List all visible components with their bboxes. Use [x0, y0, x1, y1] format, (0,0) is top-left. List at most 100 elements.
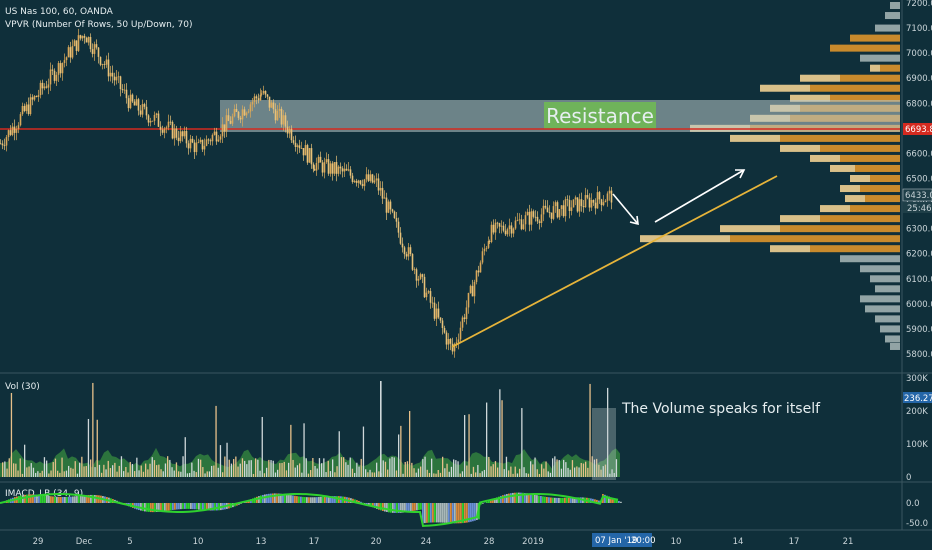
macd-histogram: [0, 492, 622, 527]
volume-bar: [142, 471, 145, 477]
volume-bar: [8, 458, 10, 477]
macd-bar: [534, 494, 536, 503]
volume-bar: [387, 469, 389, 477]
vpvr-bar-down: [760, 84, 810, 92]
candle-body: [103, 63, 106, 65]
candle-body: [286, 126, 289, 134]
volume-tick: 100K: [906, 440, 928, 450]
volume-bar: [109, 468, 112, 477]
candle-body: [528, 211, 531, 225]
candle-body: [171, 122, 174, 139]
candle-body: [325, 159, 328, 163]
candle-body: [562, 205, 565, 217]
macd-bar: [604, 494, 606, 503]
volume-bar: [367, 472, 369, 477]
candle-body: [266, 94, 269, 97]
candle-body: [167, 121, 170, 128]
macd-bar: [356, 500, 358, 503]
vpvr-bar-up: [850, 205, 900, 213]
volume-bar: [409, 410, 411, 477]
vpvr-bar: [885, 12, 900, 20]
macd-bar: [480, 503, 482, 505]
macd-bar: [296, 496, 298, 503]
macd-bar: [454, 503, 456, 524]
volume-bar: [307, 473, 310, 477]
macd-bar: [412, 503, 414, 512]
candle-body: [337, 166, 340, 174]
vpvr-bar: [870, 275, 900, 283]
candle-body: [237, 111, 240, 118]
candle-body: [91, 49, 94, 54]
macd-bar: [206, 503, 208, 511]
candle-body: [540, 214, 543, 223]
candle-body: [29, 97, 32, 115]
volume-bar: [193, 470, 195, 477]
candle-body: [191, 138, 194, 143]
volume-bar: [459, 473, 461, 477]
candle-body: [243, 109, 246, 116]
volume-bar: [404, 462, 406, 477]
volume-bar: [184, 437, 186, 477]
candle-body: [304, 145, 307, 156]
volume-bar: [37, 471, 39, 477]
volume-bar: [272, 460, 274, 477]
candle-body: [95, 44, 98, 48]
macd-bar: [546, 496, 548, 503]
macd-bar: [84, 495, 86, 503]
macd-bar: [82, 495, 84, 503]
macd-bar: [174, 503, 176, 510]
volume-bar: [565, 462, 567, 477]
price-tick: 6500.0: [906, 175, 932, 185]
volume-bar: [314, 465, 316, 477]
macd-bar: [86, 495, 88, 503]
volume-axis[interactable]: 300K 200K 100K 0: [906, 374, 928, 483]
candle-body: [0, 143, 2, 145]
volume-bar: [270, 460, 272, 477]
candle-body: [520, 219, 523, 230]
candle-body: [381, 187, 384, 199]
volume-bar: [2, 462, 4, 477]
price-axis[interactable]: 7200.07100.07000.06900.06800.06700.06600…: [906, 0, 932, 360]
macd-bar: [428, 503, 430, 523]
candle-body: [241, 109, 244, 120]
volume-bar: [74, 461, 76, 477]
macd-bar: [80, 495, 82, 503]
countdown-tag-text: 25:46: [907, 204, 932, 214]
candle-body: [409, 247, 412, 255]
time-tick: 10: [671, 537, 682, 547]
volume-tick: 200K: [906, 407, 928, 417]
candle-body: [490, 224, 493, 242]
volume-bar: [501, 400, 503, 477]
vpvr-bar: [875, 285, 900, 293]
candle-body: [594, 202, 597, 209]
volume-bar: [426, 469, 428, 477]
macd-bar: [476, 503, 478, 521]
candle-body: [351, 175, 354, 182]
candle-body: [115, 76, 118, 81]
candle-body: [278, 108, 281, 111]
candle-body: [17, 125, 20, 130]
volume-bar: [191, 462, 193, 477]
candle-body: [187, 143, 190, 149]
trendline[interactable]: [451, 175, 778, 348]
candle-body: [477, 270, 480, 273]
candle-body: [536, 216, 539, 222]
candle-body: [465, 307, 468, 320]
volume-bar: [230, 463, 233, 477]
candle-body: [306, 145, 309, 163]
macd-bar: [38, 494, 40, 503]
macd-bar: [182, 503, 184, 510]
candle-body: [463, 317, 466, 320]
candle-body: [564, 199, 567, 217]
time-axis[interactable]: 29 Dec 5 10 13 17 20 24 28 2019 10 14 17 21: [33, 537, 854, 547]
macd-bar: [594, 499, 596, 503]
volume-bar: [437, 470, 439, 477]
macd-bar: [596, 499, 598, 503]
candle-body: [319, 156, 322, 163]
macd-bar: [504, 494, 506, 503]
candle-body: [431, 302, 434, 304]
volume-bar: [263, 473, 266, 477]
volume-bar: [266, 467, 268, 477]
macd-bar: [272, 493, 274, 503]
